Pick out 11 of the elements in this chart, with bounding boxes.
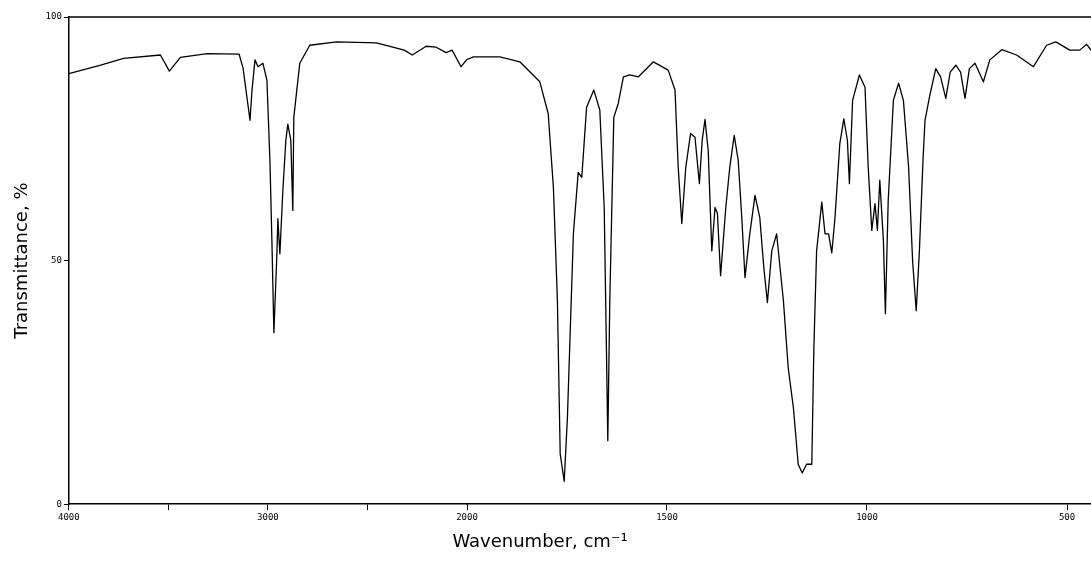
y-tick-label: 50	[51, 254, 62, 265]
x-tick-label: 1000	[856, 511, 878, 522]
x-axis-title: Wavenumber, cm⁻¹	[451, 530, 629, 551]
y-tick-label: 100	[45, 11, 62, 22]
x-tick-label: 4000	[58, 511, 80, 522]
x-tick-label: 3000	[257, 511, 279, 522]
x-tick-label: 1500	[656, 511, 678, 522]
y-tick-label: 0	[56, 498, 62, 509]
x-tick-label: 500	[1058, 511, 1076, 522]
y-axis-title: Transmittance, %	[10, 182, 32, 340]
x-tick-label: 2000	[456, 511, 478, 522]
